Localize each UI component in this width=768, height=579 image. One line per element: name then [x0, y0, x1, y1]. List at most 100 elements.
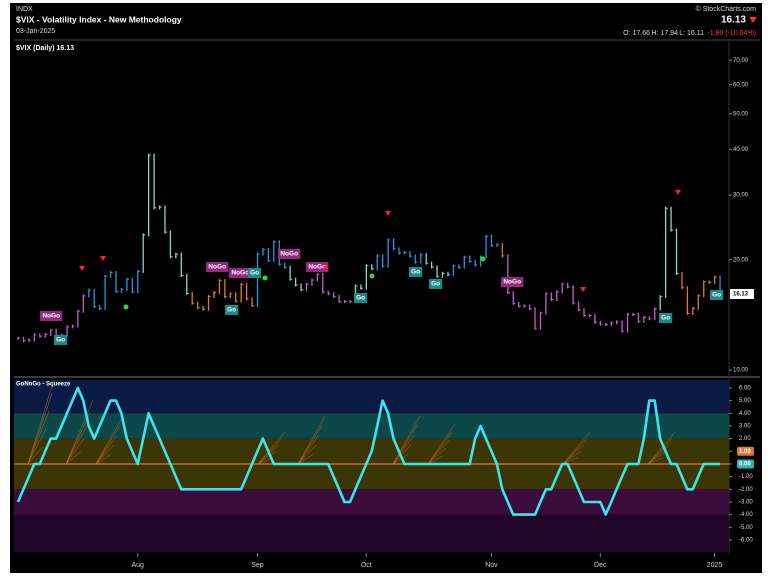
y-tick-label: 0.00: [739, 462, 751, 468]
squeeze-fan: [27, 411, 50, 465]
y-tick-label: 4.00: [739, 411, 751, 417]
price-bar: [550, 292, 553, 302]
change: -1.80 (-10.04%): [707, 30, 756, 37]
price-bar: [572, 285, 574, 305]
price-bar: [33, 333, 36, 342]
price-bar: [256, 252, 259, 308]
price-bar: [594, 313, 596, 324]
squeeze-fan: [392, 444, 412, 465]
price-bar: [409, 250, 411, 258]
price-bar: [686, 286, 689, 316]
source: © StockCharts.com: [696, 5, 757, 13]
price-bar: [479, 255, 482, 267]
tick-box: [737, 459, 754, 469]
y-tick-label: 10.00: [733, 368, 749, 374]
price-bar: [447, 271, 449, 277]
y-tick-label: -4.00: [739, 512, 753, 518]
nogo-triangle: [100, 256, 106, 261]
squeeze-fan: [95, 454, 112, 465]
y-tick-label: 70.00: [733, 58, 749, 64]
signal-box: [710, 290, 724, 300]
signal-box: [248, 268, 262, 278]
signal-box: [225, 305, 239, 315]
x-tick-label: Aug: [131, 562, 144, 569]
squeeze-fan: [65, 399, 94, 465]
price-bar: [637, 313, 640, 323]
squeeze-fan: [562, 431, 591, 465]
price-bar: [414, 254, 416, 264]
price-bar: [169, 230, 172, 259]
signal-box: [659, 313, 673, 323]
signal-label: NoGo: [231, 270, 249, 277]
nogo-triangle: [323, 266, 329, 271]
price-bar: [104, 274, 106, 311]
price-bar: [528, 304, 531, 311]
down-arrow: [749, 17, 757, 23]
price-bar: [50, 328, 52, 336]
price-bar: [458, 264, 460, 269]
price-bar: [196, 301, 199, 310]
price-bar: [322, 272, 324, 294]
price-bar: [518, 301, 520, 308]
price-bar: [180, 252, 182, 277]
price-bar: [675, 228, 678, 275]
price-bar: [273, 240, 275, 263]
y-tick-label: 30.00: [733, 193, 749, 199]
price-bar: [436, 265, 438, 278]
price-bar: [55, 328, 57, 337]
price-bar: [137, 269, 139, 294]
squeeze-fan: [427, 447, 447, 465]
signal-box: [306, 262, 329, 272]
signal-label: Go: [411, 269, 420, 276]
price-bar: [93, 288, 95, 309]
price-bar: [327, 290, 329, 296]
price-bar: [300, 283, 302, 292]
price-bar: [616, 320, 618, 325]
price-bar: [245, 283, 248, 301]
price-bar: [539, 311, 542, 330]
price-bar: [120, 287, 123, 293]
price-bar: [213, 291, 215, 298]
signal-box: [429, 279, 443, 289]
signal-label: Go: [56, 337, 65, 344]
price-bar: [534, 307, 536, 330]
signal-box: [54, 335, 68, 345]
price-bar: [294, 277, 297, 287]
price-bar: [289, 265, 291, 281]
y-tick-label: 50.00: [733, 111, 749, 117]
nogo-triangle: [79, 266, 85, 271]
price-bar: [153, 153, 155, 210]
last-value-label: 16.13: [733, 292, 749, 298]
go-dot: [123, 304, 129, 310]
exchange: INDX: [16, 6, 33, 13]
y-tick-label: -5.00: [739, 525, 753, 531]
squeeze-fan: [95, 444, 115, 465]
price-bar: [713, 275, 716, 284]
signal-label: NoGo: [503, 279, 521, 286]
squeeze-fan: [65, 438, 85, 465]
price-bar: [441, 271, 444, 278]
price-bar: [333, 292, 335, 298]
price-bar: [556, 290, 558, 302]
y-tick-label: 40.00: [733, 147, 749, 153]
title: $VIX - Volatility Index - New Methodolog…: [16, 14, 182, 24]
zone-band: [14, 489, 729, 515]
last-value-box: [730, 288, 754, 299]
price-bar: [643, 315, 645, 323]
zone-band: [14, 514, 729, 552]
high: H: 17.94: [652, 30, 679, 37]
price-bar: [452, 264, 455, 277]
price-bar: [240, 283, 242, 303]
signal-box: [409, 267, 423, 277]
squeeze-fan: [257, 431, 286, 465]
price-bar: [115, 270, 117, 293]
price-bar: [626, 312, 629, 333]
price-bar: [311, 278, 313, 286]
y-tick-label: -1.00: [739, 474, 753, 480]
squeeze-fan: [27, 446, 44, 465]
price-bar: [485, 234, 487, 259]
squeeze-fan: [65, 450, 82, 465]
y-tick-label: 1.00: [739, 449, 751, 455]
